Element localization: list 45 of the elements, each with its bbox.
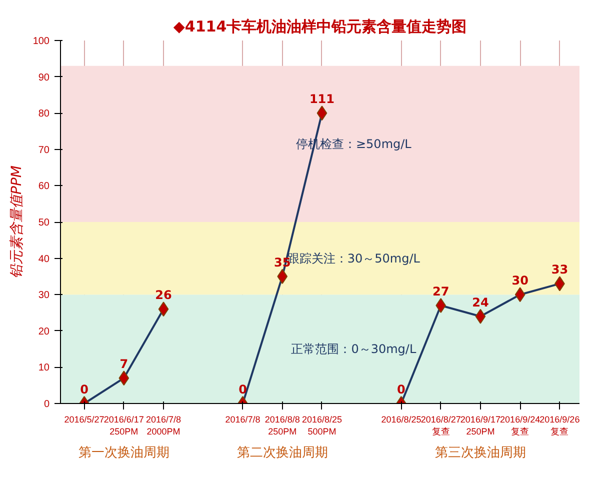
x-tick-label: 2016/8/8 250PM	[264, 414, 300, 436]
data-label: 0	[238, 382, 247, 396]
x-tick-label: 2016/8/25 500PM	[302, 414, 342, 436]
data-label: 30	[512, 274, 528, 288]
annotation: 111	[309, 92, 335, 106]
x-tick-label: 2016/8/25	[381, 414, 422, 424]
text: 第一次换油周期	[78, 446, 170, 460]
y-tick-label: 50	[38, 218, 50, 228]
text: 第二次换油周期	[236, 446, 328, 460]
x-tick-label: 2016/9/24 复查	[500, 414, 540, 436]
data-label: 24	[472, 295, 489, 310]
y-axis-title: 铅元素含量值PPM	[8, 166, 25, 278]
data-label: 33	[551, 262, 568, 277]
band-label: 正常范围：0～30mg/L	[291, 342, 416, 356]
x-tick-label: 2016/7/8	[225, 414, 260, 424]
x-tick-label: 2016/9/26 复查	[540, 414, 580, 436]
y-tick-label: 100	[32, 36, 50, 47]
point	[514, 287, 526, 302]
data-label: 7	[120, 357, 128, 372]
y-tick-label: 30	[38, 290, 50, 302]
y-tick-label: 60	[38, 181, 50, 192]
y-tick-label: 90	[38, 72, 50, 84]
x-tick-label: 2016/6/17 250PM	[104, 414, 144, 436]
text: 第三次换油周期	[434, 446, 526, 460]
point	[436, 298, 446, 313]
point	[277, 268, 288, 284]
data-label: 0	[80, 382, 88, 396]
point	[158, 302, 169, 317]
point	[475, 308, 486, 324]
data-label: 26	[155, 288, 172, 302]
data-label: 27	[432, 284, 450, 298]
point	[316, 106, 328, 121]
y-tick-label: 20	[38, 326, 50, 338]
y-tick-label: 80	[38, 108, 50, 120]
point	[118, 370, 130, 386]
y-tick-label: 70	[38, 144, 50, 156]
data-label: 0	[397, 382, 406, 396]
x-tick-label: 2016/9/17 250PM	[460, 414, 500, 436]
x-tick-label: 2016/5/27	[64, 414, 104, 424]
y-tick-label: 40	[38, 254, 50, 265]
x-tick-label: 2016/7/8 2000PM	[146, 414, 182, 436]
y-tick-label: 0	[44, 399, 50, 410]
x-tick-label: 2016/8/27 复查	[420, 414, 461, 436]
chart-title: ◆4114卡车机油油样中铅元素含量值走势图	[173, 18, 467, 36]
y-tick-label: 10	[38, 362, 50, 374]
